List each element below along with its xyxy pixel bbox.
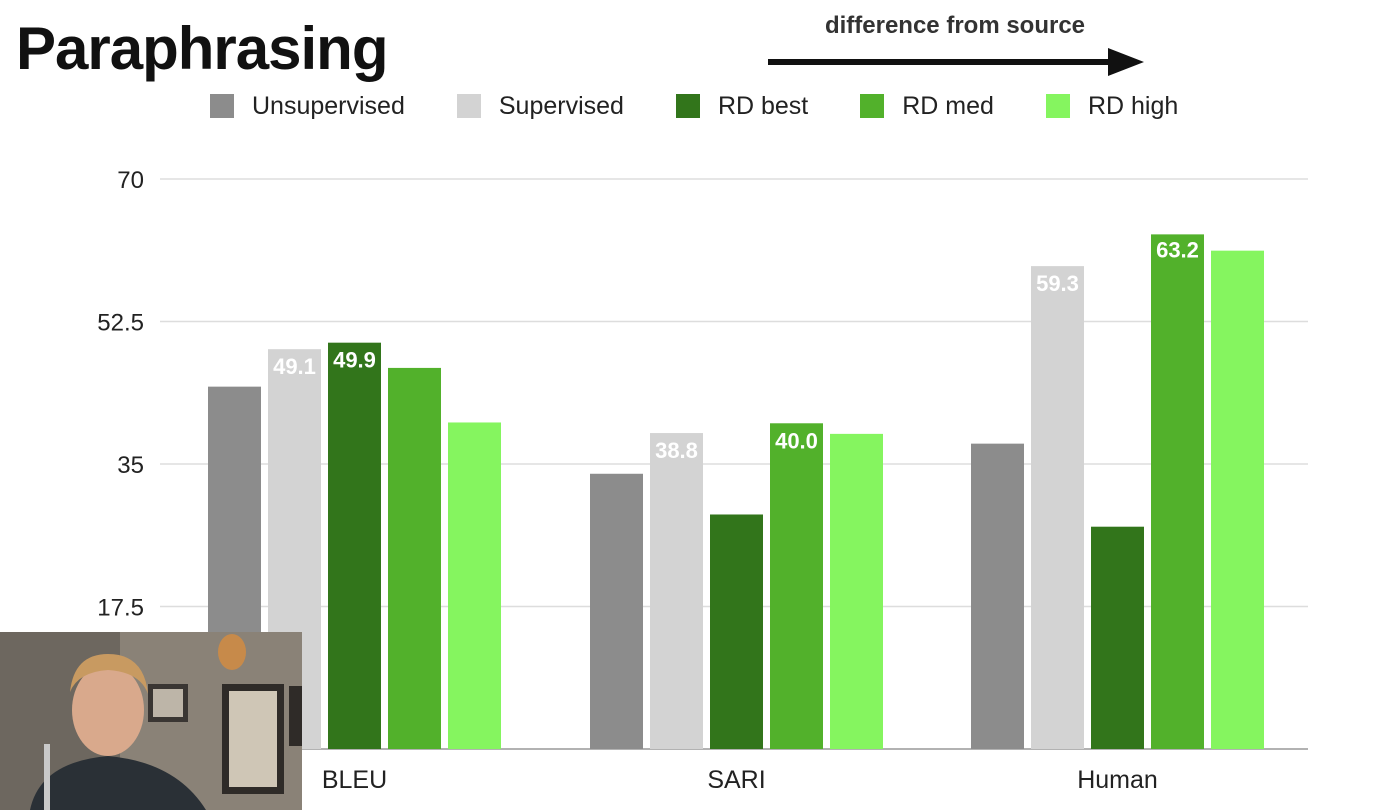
webcam-presenter-icon [0, 632, 302, 810]
bar-bleu-rd-best [328, 342, 381, 749]
legend-label: Supervised [498, 91, 624, 120]
legend-label: RD high [1087, 91, 1179, 120]
right-arrow-icon [768, 48, 1144, 76]
bar-bleu-rd-med [388, 367, 441, 749]
slide-title: Paraphrasing [16, 15, 388, 82]
y-tick-label: 17.5 [97, 595, 144, 622]
legend-label: Unsupervised [252, 91, 405, 120]
bar-human-unsupervised [971, 443, 1024, 749]
bar-bleu-rd-high [448, 422, 501, 749]
legend-swatch [860, 94, 885, 118]
legend-swatch [456, 94, 481, 118]
bar-data-label: 59.3 [1036, 271, 1079, 296]
bar-data-label: 38.8 [655, 438, 698, 463]
y-tick-label: 52.5 [97, 310, 144, 337]
x-category-label: SARI [707, 766, 765, 794]
bar-data-label: 63.2 [1156, 237, 1199, 262]
legend-swatch [1045, 94, 1070, 118]
y-tick-label: 35 [117, 452, 144, 479]
bar-sari-rd-med [770, 423, 823, 749]
legend-item-supervised: Supervised [456, 91, 624, 121]
legend-item-rd-med: RD med [860, 92, 994, 121]
bar-human-rd-best [1091, 526, 1144, 749]
legend-item-rd-best: RD best [675, 91, 809, 121]
bar-data-label: 49.9 [333, 348, 376, 373]
x-category-label: Human [1077, 766, 1158, 794]
bar-sari-supervised [650, 433, 703, 749]
y-tick-label: 70 [117, 167, 144, 194]
legend-swatch [675, 94, 700, 118]
legend-label: RD best [717, 91, 809, 120]
bar-human-rd-med [1151, 234, 1204, 749]
bar-sari-unsupervised [590, 473, 643, 749]
chart-legend: Unsupervised Supervised RD best RD med RD hi… [210, 88, 1230, 124]
bar-data-label: 49.1 [273, 354, 316, 379]
bar-human-supervised [1031, 266, 1084, 749]
legend-label: RD med [902, 91, 994, 120]
bar-data-label: 40.0 [775, 428, 818, 453]
legend-item-unsupervised: Unsupervised [210, 92, 405, 121]
legend-item-rd-high: RD high [1045, 91, 1179, 121]
arrow-label: difference from source [824, 12, 1086, 39]
bar-human-rd-high [1211, 250, 1264, 749]
bar-sari-rd-high [830, 433, 883, 749]
x-category-label: BLEU [322, 766, 387, 794]
presenter-webcam-feed [0, 632, 302, 810]
legend-swatch [210, 94, 234, 118]
bar-sari-rd-best [710, 514, 763, 749]
